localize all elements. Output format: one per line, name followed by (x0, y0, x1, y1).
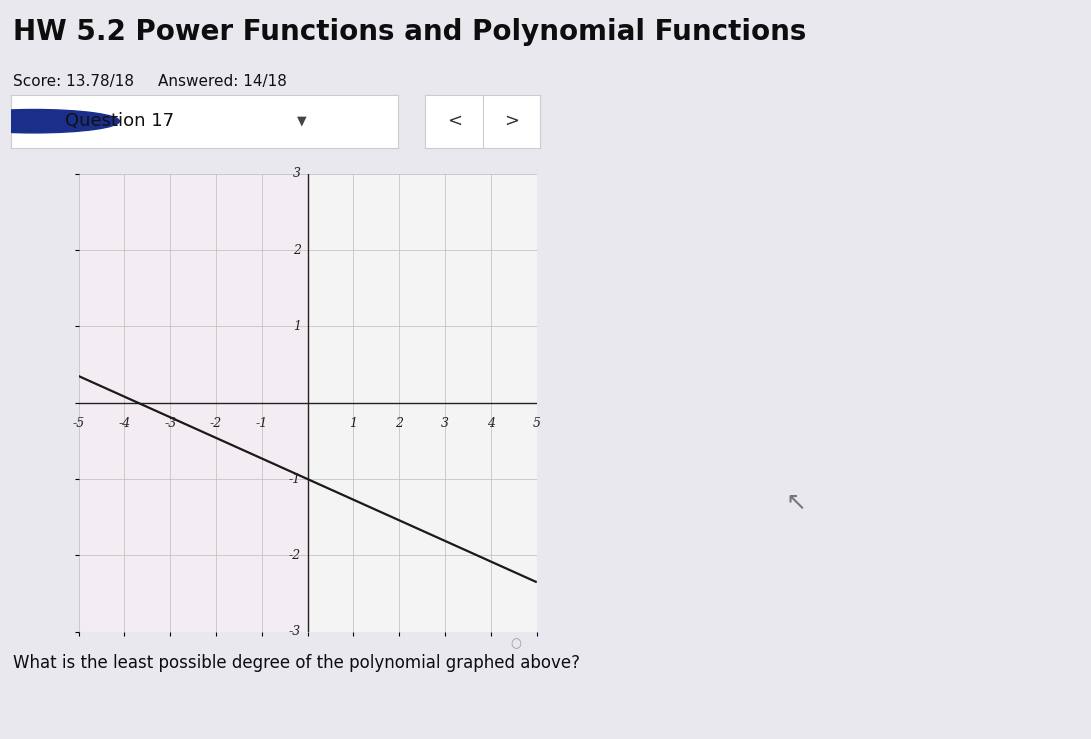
Text: >: > (504, 112, 519, 130)
Text: -2: -2 (288, 549, 301, 562)
Text: -3: -3 (288, 625, 301, 638)
Text: Score: 13.78/18: Score: 13.78/18 (13, 74, 134, 89)
Text: Answered: 14/18: Answered: 14/18 (158, 74, 287, 89)
Text: -5: -5 (72, 417, 85, 429)
Text: ○: ○ (511, 637, 521, 650)
Text: -2: -2 (209, 417, 223, 429)
Bar (308, 174, 537, 632)
Text: -4: -4 (118, 417, 131, 429)
Text: 3: 3 (441, 417, 449, 429)
Text: <: < (446, 112, 461, 130)
Text: 4: 4 (487, 417, 495, 429)
Text: -1: -1 (255, 417, 268, 429)
Text: 2: 2 (395, 417, 404, 429)
Text: Question 17: Question 17 (65, 112, 175, 130)
Bar (79, 174, 308, 632)
Circle shape (0, 109, 119, 133)
Text: 5: 5 (532, 417, 541, 429)
Text: ▼: ▼ (297, 115, 307, 128)
Text: HW 5.2 Power Functions and Polynomial Functions: HW 5.2 Power Functions and Polynomial Fu… (13, 18, 806, 47)
Text: ↖: ↖ (786, 491, 807, 514)
Text: 1: 1 (349, 417, 358, 429)
Text: 1: 1 (292, 320, 301, 333)
Text: 2: 2 (292, 244, 301, 256)
Text: -3: -3 (164, 417, 177, 429)
Text: -1: -1 (288, 473, 301, 486)
Text: What is the least possible degree of the polynomial graphed above?: What is the least possible degree of the… (13, 654, 580, 672)
Text: 3: 3 (292, 167, 301, 180)
